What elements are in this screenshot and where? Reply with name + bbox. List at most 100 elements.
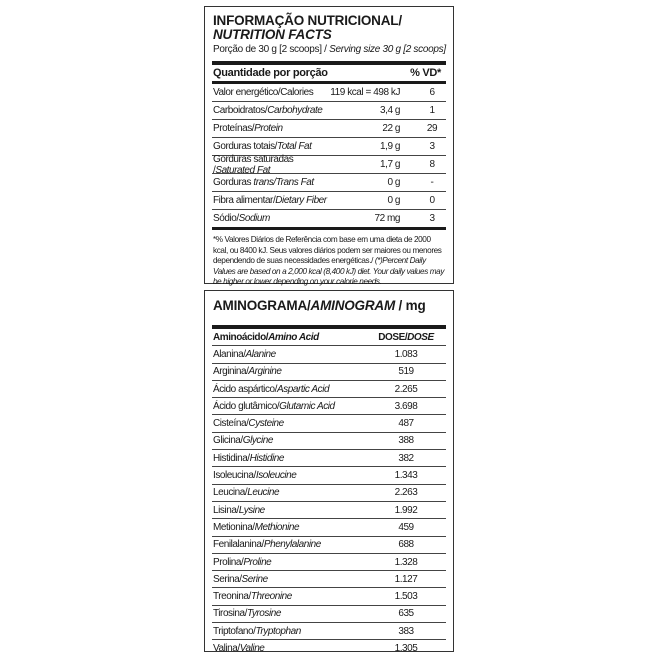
amino-acid-dose: 1.503 xyxy=(394,591,418,603)
amino-acid-label: Histidina/Histidine xyxy=(212,453,366,464)
label-en: Phenylalanine xyxy=(263,539,321,551)
nutrient-amount: 1,9 g xyxy=(380,141,400,152)
label-en: Glycine xyxy=(242,435,274,447)
nutrient-row: Gorduras totais/Total Fat 1,9 g 3 xyxy=(212,138,446,156)
label-en: Glutamic Acid xyxy=(279,400,335,412)
divider xyxy=(212,325,446,329)
label-pt: Lisina/ xyxy=(213,504,239,516)
nutrient-label: Carboidratos/Carbohydrate xyxy=(212,105,330,116)
amino-acid-row: Alanina/Alanine 1.083 xyxy=(212,346,446,364)
amino-acid-row: Prolina/Proline 1.328 xyxy=(212,554,446,572)
label-en: Tryptophan xyxy=(255,625,301,637)
label-pt: Gorduras xyxy=(213,177,254,188)
amino-acid-label: Metionina/Methionine xyxy=(212,522,366,533)
label-en: Carbohydrate xyxy=(267,105,323,116)
amino-acid-label: Ácido glutâmico/Glutamic Acid xyxy=(212,401,366,412)
amino-acid-dose: 1.992 xyxy=(394,504,418,516)
label-pt: Leucina/ xyxy=(213,487,248,499)
label-pt: Isoleucina/ xyxy=(213,470,256,482)
nutrient-label: Gorduras totais/Total Fat xyxy=(212,141,330,152)
nutrient-row: Valor energético/Calories 119 kcal = 498 … xyxy=(212,84,446,102)
nutrient-row: Proteínas/Protein 22 g 29 xyxy=(212,120,446,138)
divider xyxy=(212,81,446,84)
nutrient-amount: 0 g xyxy=(387,195,400,206)
label-pt: Gorduras saturadas / xyxy=(213,153,294,176)
label-pt: Proteínas/ xyxy=(213,123,255,134)
label-en: Leucine xyxy=(247,487,280,499)
divider xyxy=(212,61,446,65)
amino-acid-dose: 382 xyxy=(398,452,414,464)
nutrient-row: Gorduras saturadas /Saturated Fat 1,7 g 8 xyxy=(212,153,446,176)
header-vd: % VD* xyxy=(410,67,441,79)
amino-acid-row: Arginina/Arginine 519 xyxy=(212,364,446,381)
amino-acid-dose: 635 xyxy=(398,608,414,620)
amino-acid-label: Ácido aspártico/Aspartic Acid xyxy=(212,384,366,395)
amino-acid-label: Lisina/Lysine xyxy=(212,505,366,516)
amino-acid-row: Leucina/Leucine 2.263 xyxy=(212,485,446,502)
amino-acid-dose: 383 xyxy=(398,625,414,637)
nutrient-vd: 3 xyxy=(429,213,435,224)
amino-acid-dose: 3.698 xyxy=(394,400,418,412)
amino-acid-label: Tirosina/Tyrosine xyxy=(212,608,366,619)
serving-size: Porção de 30 g [2 scoops] / Serving size… xyxy=(213,44,453,55)
label-pt: Valina/ xyxy=(213,642,240,654)
amino-acid-row: Lisina/Lysine 1.992 xyxy=(212,502,446,520)
amino-acid-row: Isoleucina/Isoleucine 1.343 xyxy=(212,467,446,485)
amino-acid-dose: 1.083 xyxy=(394,348,418,360)
amino-acid-row: Serina/Serine 1.127 xyxy=(212,571,446,589)
label-pt: Sódio/ xyxy=(213,213,239,224)
title-unit: / mg xyxy=(395,298,426,313)
nutrient-vd: 1 xyxy=(429,105,435,116)
label-pt: Cisteína/ xyxy=(213,418,249,430)
nutrient-row: Gorduras trans/Trans Fat 0 g - xyxy=(212,174,446,192)
footnote-en: (*)Percent Daily Values are based on a 2… xyxy=(213,256,445,286)
label-pt: Alanina/ xyxy=(213,348,246,360)
label-pt: Fenilalanina/ xyxy=(213,539,264,551)
label-en: Dietary Fiber xyxy=(275,195,327,206)
label-en: Proline xyxy=(243,556,272,568)
label-pt: Gorduras totais/ xyxy=(213,141,277,152)
nutrient-amount: 0 g xyxy=(387,177,400,188)
nutrient-label: Proteínas/Protein xyxy=(212,123,330,134)
serving-pt: Porção de 30 g [2 scoops] / xyxy=(213,44,330,55)
header-pt: Aminoácido/ xyxy=(213,331,269,343)
title-pt: AMINOGRAMA/ xyxy=(213,298,311,313)
amino-acid-dose: 688 xyxy=(398,539,414,551)
title-en: AMINOGRAM xyxy=(310,298,396,313)
footnote: *% Valores Diários de Referência com bas… xyxy=(213,235,445,288)
label-en: Tyrosine xyxy=(246,608,281,620)
table-header: Quantidade por porção % VD* xyxy=(213,65,445,81)
amino-acid-dose: 2.265 xyxy=(394,383,418,395)
aminogram-title: AMINOGRAMA/AMINOGRAM / mg xyxy=(213,299,453,313)
amino-acid-row: Cisteína/Cysteine 487 xyxy=(212,415,446,433)
nutrient-label: Gorduras trans/Trans Fat xyxy=(212,177,330,188)
label-pt: Triptofano/ xyxy=(213,625,256,637)
label-en: Methionine xyxy=(254,521,300,533)
label-en: Aspartic Acid xyxy=(276,383,330,395)
aminogram-header: Aminoácido/Amino Acid DOSE/DOSE xyxy=(212,329,446,347)
label-en: Total Fat xyxy=(276,141,312,152)
amino-acid-label: Prolina/Proline xyxy=(212,557,366,568)
amino-acid-label: Triptofano/Tryptophan xyxy=(212,626,366,637)
aminogram-panel: AMINOGRAMA/AMINOGRAM / mg Aminoácido/Ami… xyxy=(204,290,454,654)
nutrient-row: Fibra alimentar/Dietary Fiber 0 g 0 xyxy=(212,192,446,210)
amino-acid-dose: 1.127 xyxy=(394,573,418,585)
nutrition-facts-panel: INFORMAÇÃO NUTRICIONAL/ NUTRITION FACTS … xyxy=(204,6,454,286)
nutrition-rows: Valor energético/Calories 119 kcal = 498 … xyxy=(205,84,453,227)
label-pt: Prolina/ xyxy=(213,556,244,568)
label-en: Cysteine xyxy=(248,418,284,430)
amino-acid-label: Isoleucina/Isoleucine xyxy=(212,470,366,481)
label-en: Serine xyxy=(241,573,269,585)
label-en: Protein xyxy=(254,123,283,134)
nutrient-amount: 72 mg xyxy=(374,213,400,224)
label-en: Isoleucine xyxy=(255,470,297,482)
label-en: Saturated Fat xyxy=(215,164,271,176)
amino-acid-label: Treonina/Threonine xyxy=(212,591,366,602)
amino-acid-row: Metionina/Methionine 459 xyxy=(212,519,446,537)
nutrient-label: Sódio/Sodium xyxy=(212,213,330,224)
label-pt: Tirosina/ xyxy=(213,608,247,620)
label-en: Arginine xyxy=(248,366,282,378)
amino-acid-label: Valina/Valine xyxy=(212,643,366,654)
label-en: Histidine xyxy=(249,452,285,464)
header-dose-pt: DOSE/ xyxy=(378,331,408,343)
